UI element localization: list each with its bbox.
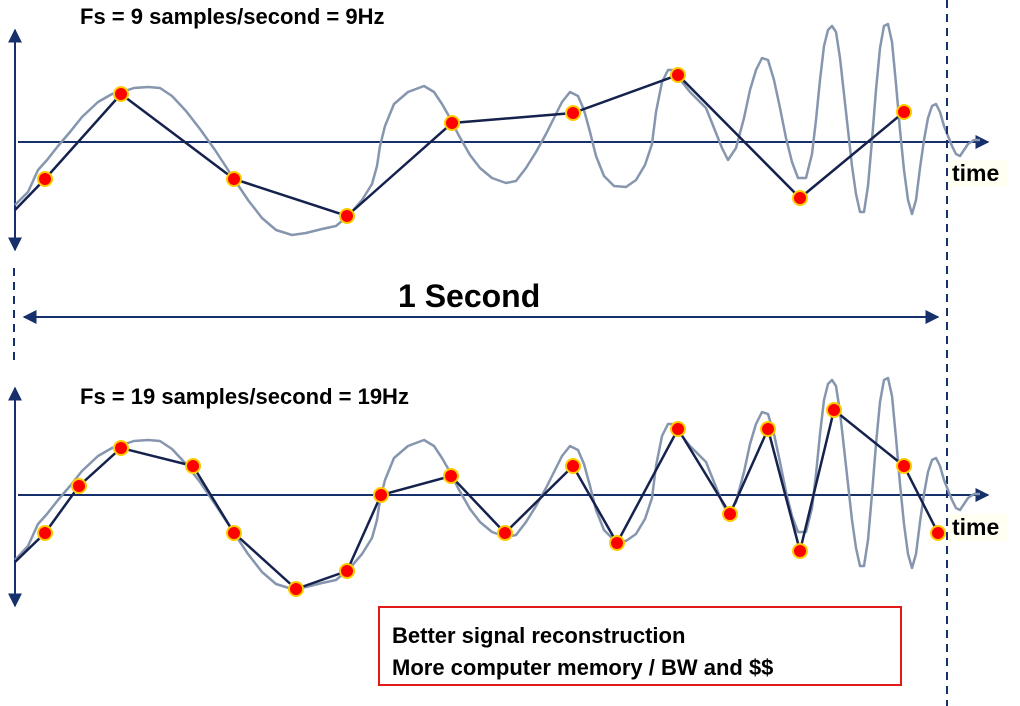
top-sample-point — [565, 105, 581, 121]
bottom-panel — [7, 376, 990, 608]
bottom-panel-title: Fs = 19 samples/second = 19Hz — [80, 384, 409, 409]
bottom-sample-points — [37, 402, 946, 597]
bottom-time-label: time — [948, 514, 1008, 541]
bottom-sample-point — [443, 468, 459, 484]
bottom-sample-point — [565, 458, 581, 474]
top-sampled-signal — [14, 73, 905, 218]
bottom-sample-point — [37, 525, 53, 541]
bottom-analog-signal — [14, 376, 980, 591]
top-sample-points — [37, 67, 912, 224]
top-sample-point — [339, 208, 355, 224]
top-panel — [7, 22, 990, 252]
bottom-sample-point — [792, 543, 808, 559]
bottom-sample-point — [826, 402, 842, 418]
top-analog-signal — [14, 22, 980, 237]
top-sample-point — [37, 171, 53, 187]
top-sample-point — [226, 171, 242, 187]
duration-label: 1 Second — [398, 278, 541, 314]
note-line-reconstruction: Better signal reconstruction — [392, 623, 686, 648]
top-sample-point — [792, 190, 808, 206]
bottom-sample-point — [373, 487, 389, 503]
bottom-sample-point — [113, 440, 129, 456]
bottom-sample-point — [896, 458, 912, 474]
bottom-sample-point — [185, 458, 201, 474]
bottom-sample-point — [71, 478, 87, 494]
conclusion-note: Better signal reconstruction More comput… — [378, 606, 902, 686]
top-sample-point — [444, 115, 460, 131]
bottom-sample-point — [226, 525, 242, 541]
bottom-sample-point — [930, 525, 946, 541]
bottom-sample-point — [760, 421, 776, 437]
top-panel-title: Fs = 9 samples/second = 9Hz — [80, 4, 385, 29]
top-sample-point — [113, 86, 129, 102]
top-sample-point — [896, 104, 912, 120]
bottom-sample-point — [339, 563, 355, 579]
top-sample-point — [670, 67, 686, 83]
bottom-sample-point — [288, 581, 304, 597]
bottom-sample-point — [670, 421, 686, 437]
bottom-sampled-signal — [14, 407, 940, 591]
note-line-cost: More computer memory / BW and $$ — [392, 655, 774, 680]
top-time-label: time — [948, 160, 1008, 187]
bottom-sample-point — [497, 525, 513, 541]
bottom-sample-point — [722, 506, 738, 522]
bottom-sample-point — [609, 535, 625, 551]
